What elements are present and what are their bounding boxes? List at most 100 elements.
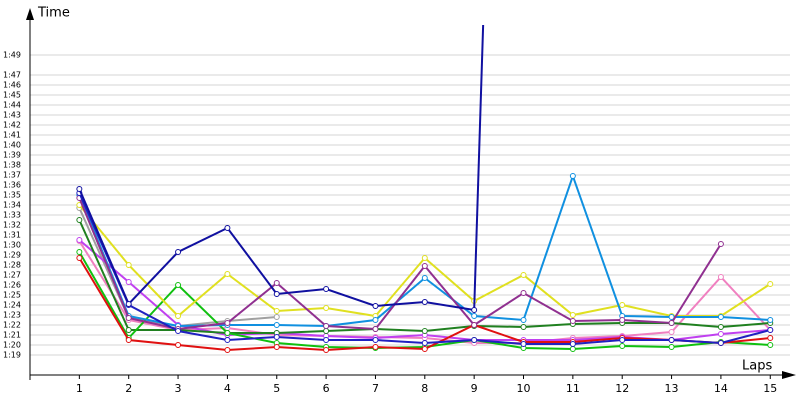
point: [273, 334, 280, 340]
x-tick-label: 8: [421, 382, 428, 395]
point: [569, 346, 576, 352]
x-tick-label: 4: [224, 382, 231, 395]
x-tick-label: 6: [323, 382, 330, 395]
point: [76, 249, 83, 255]
point: [471, 313, 478, 319]
point: [717, 314, 724, 320]
point: [76, 237, 83, 243]
y-axis-label: Time: [37, 6, 70, 21]
point: [619, 317, 626, 323]
y-tick-label: 1:24: [3, 301, 21, 310]
x-tick-label: 11: [566, 382, 580, 395]
point: [323, 286, 330, 292]
point: [668, 314, 675, 320]
y-tick-label: 1:43: [3, 111, 21, 120]
y-tick-label: 1:40: [3, 141, 21, 150]
y-tick-label: 1:44: [3, 101, 21, 110]
x-tick-label: 10: [517, 382, 531, 395]
x-tick-label: 13: [665, 382, 679, 395]
y-tick-label: 1:39: [3, 151, 21, 160]
point: [471, 322, 478, 328]
y-tick-label: 1:29: [3, 251, 21, 260]
y-tick-label: 1:21: [3, 331, 21, 340]
x-tick-label: 3: [175, 382, 182, 395]
x-tick-label: 7: [372, 382, 379, 395]
point: [372, 317, 379, 323]
series-line: [78, 25, 485, 312]
point: [668, 337, 675, 343]
y-tick-label: 1:45: [3, 91, 21, 100]
plot-area: [76, 25, 774, 353]
point: [520, 324, 527, 330]
y-tick-label: 1:26: [3, 281, 21, 290]
point: [125, 301, 132, 307]
point: [76, 217, 83, 223]
y-tick-label: 1:35: [3, 191, 21, 200]
point: [717, 331, 724, 337]
point: [125, 315, 132, 321]
point: [520, 341, 527, 347]
y-tick-label: 1:27: [3, 271, 21, 280]
point: [717, 274, 724, 280]
x-tick-label: 2: [125, 382, 132, 395]
x-tick-label: 15: [763, 382, 777, 395]
y-tick-label: 1:42: [3, 121, 21, 130]
point: [175, 342, 182, 348]
y-tick-label: 1:34: [3, 201, 21, 210]
y-axis-arrow: [26, 8, 34, 20]
x-axis-label: Laps: [742, 359, 772, 374]
point: [224, 225, 231, 231]
y-tick-label: 1:28: [3, 261, 21, 270]
point: [569, 341, 576, 347]
x-tick-label: 12: [615, 382, 629, 395]
point: [421, 255, 428, 261]
point: [273, 314, 280, 320]
y-tick-label: 1:23: [3, 311, 21, 320]
point: [471, 307, 478, 313]
point: [767, 335, 774, 341]
point: [273, 280, 280, 286]
point: [717, 241, 724, 247]
point: [569, 318, 576, 324]
point: [668, 329, 675, 335]
y-tick-label: 1:49: [3, 51, 21, 60]
point: [619, 302, 626, 308]
point: [569, 173, 576, 179]
point: [372, 337, 379, 343]
point: [323, 337, 330, 343]
point: [273, 322, 280, 328]
point: [125, 327, 132, 333]
x-tick-label: 14: [714, 382, 728, 395]
y-tick-label: 1:38: [3, 161, 21, 170]
y-tick-label: 1:22: [3, 321, 21, 330]
point: [619, 337, 626, 343]
point: [323, 305, 330, 311]
point: [520, 272, 527, 278]
point: [421, 340, 428, 346]
point: [175, 282, 182, 288]
point: [767, 342, 774, 348]
point: [175, 249, 182, 255]
point: [224, 320, 231, 326]
point: [125, 337, 132, 343]
point: [273, 344, 280, 350]
y-tick-label: 1:41: [3, 131, 21, 140]
point: [224, 337, 231, 343]
y-tick-label: 1:33: [3, 211, 21, 220]
y-tick-label: 1:30: [3, 241, 21, 250]
point: [323, 347, 330, 353]
point: [421, 263, 428, 269]
point: [125, 279, 132, 285]
y-tick-label: 1:47: [3, 71, 21, 80]
point: [224, 271, 231, 277]
point: [76, 186, 83, 192]
point: [273, 291, 280, 297]
y-tick-label: 1:25: [3, 291, 21, 300]
point: [767, 327, 774, 333]
x-tick-label: 1: [76, 382, 83, 395]
point: [224, 330, 231, 336]
point: [767, 317, 774, 323]
point: [372, 326, 379, 332]
point: [273, 308, 280, 314]
point: [323, 328, 330, 334]
